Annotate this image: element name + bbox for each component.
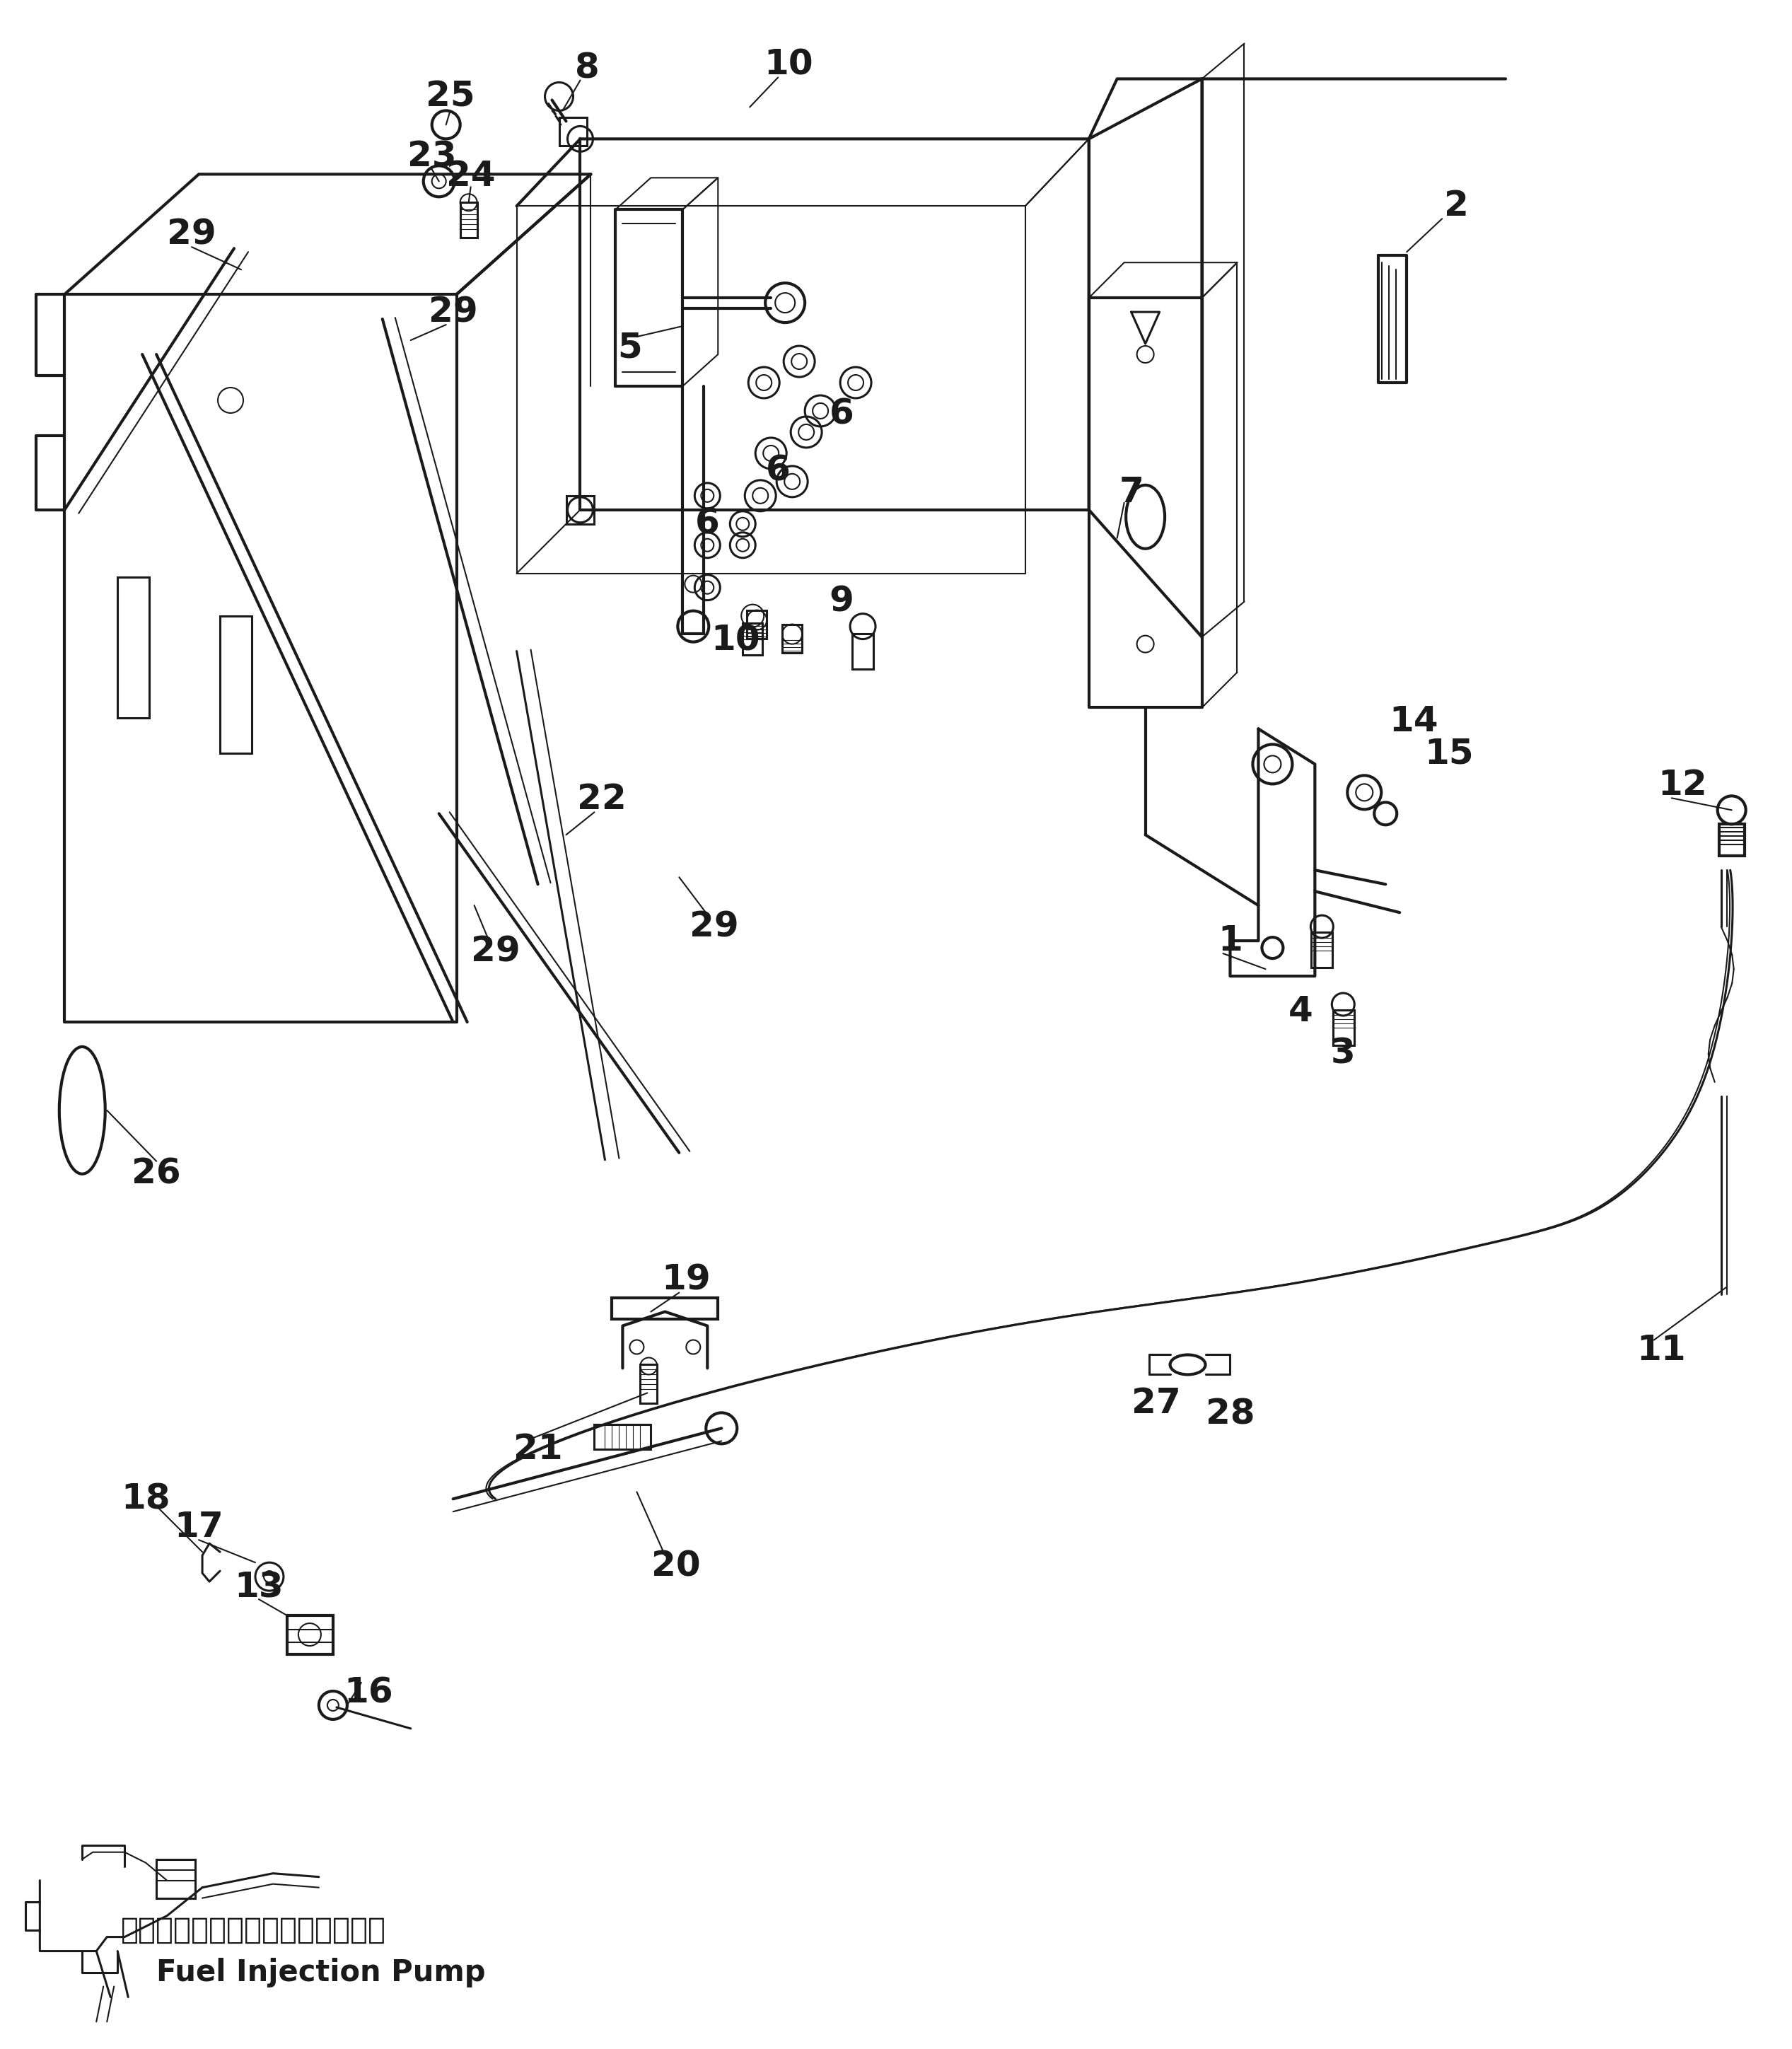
Text: 19: 19: [661, 1262, 711, 1297]
Text: 7: 7: [1118, 475, 1143, 508]
Text: 2: 2: [1444, 189, 1468, 223]
Bar: [461, 203, 477, 238]
Bar: [1333, 1010, 1355, 1045]
Text: 23: 23: [407, 139, 457, 174]
Text: 20: 20: [650, 1549, 701, 1584]
Text: 24: 24: [446, 160, 495, 193]
Text: 22: 22: [577, 783, 625, 816]
Text: 3: 3: [1331, 1037, 1355, 1072]
Bar: [783, 625, 803, 652]
Text: 10: 10: [711, 623, 760, 658]
Bar: [747, 611, 767, 639]
Text: 11: 11: [1636, 1334, 1686, 1367]
Text: 12: 12: [1658, 768, 1708, 803]
Text: 18: 18: [122, 1481, 170, 1516]
Bar: [559, 117, 588, 145]
Text: 27: 27: [1131, 1387, 1181, 1420]
Bar: [118, 578, 149, 719]
Text: 16: 16: [344, 1676, 392, 1711]
Text: 8: 8: [575, 51, 600, 86]
Text: 29: 29: [167, 217, 217, 252]
Text: 26: 26: [133, 1158, 181, 1190]
Bar: [287, 1615, 333, 1654]
Text: フェエルインジェクションポンプ: フェエルインジェクションポンプ: [122, 1916, 387, 1945]
Bar: [595, 1424, 650, 1449]
Bar: [1312, 932, 1333, 967]
Text: 14: 14: [1389, 705, 1439, 740]
Text: 29: 29: [428, 295, 478, 330]
Bar: [156, 1858, 195, 1897]
Text: 6: 6: [830, 398, 855, 432]
Text: 29: 29: [690, 910, 738, 945]
Text: 6: 6: [695, 506, 720, 541]
Bar: [742, 623, 762, 654]
Bar: [613, 1297, 719, 1320]
Text: 5: 5: [618, 330, 642, 365]
Text: 25: 25: [426, 80, 475, 113]
Bar: [640, 1365, 658, 1404]
Text: 6: 6: [765, 455, 790, 488]
Text: 29: 29: [471, 934, 520, 969]
Text: 1: 1: [1219, 924, 1242, 957]
Text: 15: 15: [1425, 736, 1473, 770]
Text: 10: 10: [763, 47, 814, 82]
Bar: [220, 617, 251, 754]
Bar: [1719, 824, 1744, 856]
Text: 9: 9: [830, 584, 855, 619]
Bar: [853, 633, 873, 668]
Text: Fuel Injection Pump: Fuel Injection Pump: [156, 1957, 486, 1988]
Text: 13: 13: [235, 1570, 283, 1604]
Text: 28: 28: [1206, 1397, 1254, 1430]
Text: 4: 4: [1288, 994, 1314, 1029]
Text: 17: 17: [174, 1510, 224, 1545]
Bar: [566, 496, 595, 525]
Text: 21: 21: [513, 1432, 563, 1467]
Circle shape: [432, 111, 461, 139]
